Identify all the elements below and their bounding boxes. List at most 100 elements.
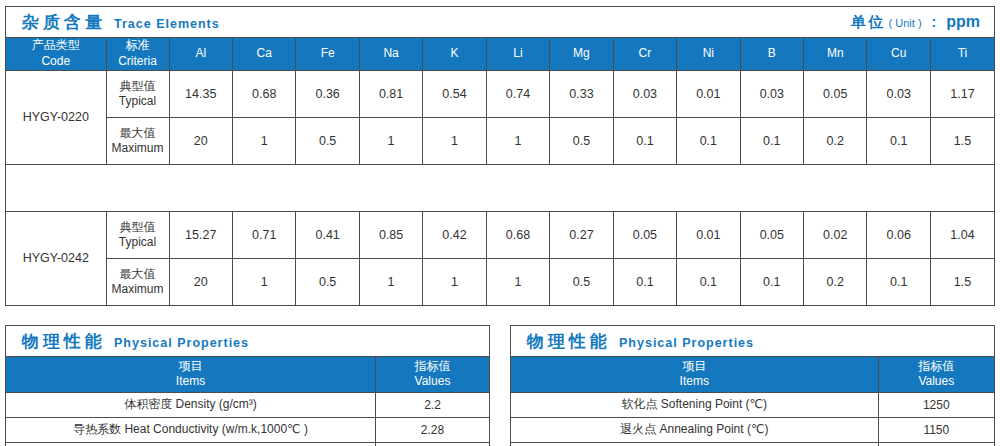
trace-value-cell: 1.5 bbox=[930, 117, 994, 164]
unit-en: ( Unit ) bbox=[889, 17, 922, 29]
table-row: HYGY-0242 典型值 Typical 15.27 0.71 0.41 0.… bbox=[6, 211, 994, 258]
trace-title-en: Trace Elements bbox=[114, 17, 220, 31]
trace-value-cell: 0.03 bbox=[613, 70, 676, 117]
col-header-items-zh: 项目 bbox=[513, 359, 876, 375]
table-row: 热膨胀系数 Coefficient Of Thermal Expansion (… bbox=[6, 442, 489, 446]
trace-value-cell: 1 bbox=[359, 117, 422, 164]
col-header-element-mn: Mn bbox=[804, 38, 867, 70]
trace-value-cell: 0.41 bbox=[296, 211, 359, 258]
trace-header-row: 产品类型 Code 标准 Criteria Al Ca Fe Na K Li M… bbox=[6, 38, 994, 70]
trace-value-cell: 0.42 bbox=[423, 211, 486, 258]
trace-value-cell: 0.5 bbox=[296, 258, 359, 305]
trace-value-cell: 1 bbox=[423, 117, 486, 164]
unit-value: ppm bbox=[946, 13, 980, 31]
physical-right-head: 项目 Items 指标值 Values bbox=[511, 357, 994, 392]
trace-value-cell: 1 bbox=[486, 117, 549, 164]
criteria-cell: 最大值 Maximum bbox=[106, 117, 169, 164]
table-row: 体积密度 Density (g/cm³) 2.2 bbox=[6, 392, 489, 417]
criteria-zh: 典型值 bbox=[109, 220, 167, 235]
trace-value-cell: 0.2 bbox=[804, 117, 867, 164]
criteria-zh: 最大值 bbox=[109, 126, 167, 141]
col-header-items-zh: 项目 bbox=[8, 359, 373, 375]
property-item-cell: 导热系数 Heat Conductivity (w/m.k,1000℃ ) bbox=[6, 417, 375, 442]
trace-value-cell: 0.2 bbox=[804, 258, 867, 305]
physical-right-title-en: Physical Properties bbox=[619, 336, 754, 350]
physical-left-head: 项目 Items 指标值 Values bbox=[6, 357, 489, 392]
trace-value-cell: 1 bbox=[232, 117, 295, 164]
trace-value-cell: 0.27 bbox=[550, 211, 613, 258]
criteria-cell: 典型值 Typical bbox=[106, 211, 169, 258]
unit-zh: 单位 bbox=[851, 13, 887, 32]
col-header-element-fe: Fe bbox=[296, 38, 359, 70]
trace-value-cell: 0.5 bbox=[550, 258, 613, 305]
table-row: HYGY-0220 典型值 Typical 14.35 0.68 0.36 0.… bbox=[6, 70, 994, 117]
trace-title-row: 杂质含量 Trace Elements 单位 ( Unit ) : ppm bbox=[6, 7, 994, 38]
trace-value-cell: 0.1 bbox=[613, 258, 676, 305]
physical-right-title-zh: 物理性能 bbox=[527, 330, 611, 353]
table-row: 应变点 Strain Point(℃) 1110 bbox=[511, 442, 994, 446]
trace-value-cell: 0.74 bbox=[486, 70, 549, 117]
criteria-en: Typical bbox=[109, 235, 167, 250]
col-header-items-en: Items bbox=[8, 374, 373, 390]
group-spacer-row bbox=[6, 164, 994, 211]
col-header-element-al: Al bbox=[169, 38, 232, 70]
physical-right-body: 软化点 Softening Point (℃) 1250 退火点 Anneali… bbox=[511, 392, 994, 446]
page: 杂质含量 Trace Elements 单位 ( Unit ) : ppm 产品… bbox=[0, 0, 1000, 446]
trace-value-cell: 0.05 bbox=[804, 70, 867, 117]
trace-table-body: HYGY-0220 典型值 Typical 14.35 0.68 0.36 0.… bbox=[6, 70, 994, 305]
col-header-values-zh: 指标值 bbox=[881, 359, 992, 375]
physical-properties-right-section: 物理性能 Physical Properties 项目 Items 指标值 Va… bbox=[510, 325, 995, 446]
trace-value-cell: 1 bbox=[423, 258, 486, 305]
trace-value-cell: 0.68 bbox=[486, 211, 549, 258]
trace-value-cell: 0.1 bbox=[867, 117, 930, 164]
trace-elements-section: 杂质含量 Trace Elements 单位 ( Unit ) : ppm 产品… bbox=[5, 6, 995, 306]
table-row: 导热系数 Heat Conductivity (w/m.k,1000℃ ) 2.… bbox=[6, 417, 489, 442]
trace-value-cell: 0.1 bbox=[867, 258, 930, 305]
physical-left-title-en: Physical Properties bbox=[114, 336, 249, 350]
col-header-items: 项目 Items bbox=[511, 357, 878, 392]
col-header-criteria-zh: 标准 bbox=[109, 38, 167, 54]
trace-value-cell: 0.54 bbox=[423, 70, 486, 117]
col-header-items: 项目 Items bbox=[6, 357, 375, 392]
trace-value-cell: 0.1 bbox=[740, 258, 803, 305]
trace-value-cell: 0.85 bbox=[359, 211, 422, 258]
property-value-cell: 5.5x10⁻⁷ bbox=[375, 442, 489, 446]
unit-colon: : bbox=[932, 14, 937, 30]
physical-header-row: 项目 Items 指标值 Values bbox=[511, 357, 994, 392]
col-header-criteria: 标准 Criteria bbox=[106, 38, 169, 70]
product-code-cell: HYGY-0242 bbox=[6, 211, 106, 305]
property-item-cell: 退火点 Annealing Point (℃) bbox=[511, 417, 878, 442]
property-value-cell: 2.2 bbox=[375, 392, 489, 417]
trace-value-cell: 20 bbox=[169, 117, 232, 164]
col-header-values: 指标值 Values bbox=[878, 357, 994, 392]
trace-value-cell: 1.04 bbox=[930, 211, 994, 258]
col-header-criteria-en: Criteria bbox=[109, 54, 167, 70]
col-header-element-cr: Cr bbox=[613, 38, 676, 70]
trace-value-cell: 14.35 bbox=[169, 70, 232, 117]
criteria-en: Typical bbox=[109, 94, 167, 109]
criteria-zh: 最大值 bbox=[109, 267, 167, 282]
table-row: 最大值 Maximum 20 1 0.5 1 1 1 0.5 0.1 0.1 0… bbox=[6, 258, 994, 305]
physical-left-table: 项目 Items 指标值 Values 体积密度 Density (g/cm³)… bbox=[6, 357, 489, 446]
trace-value-cell: 0.1 bbox=[613, 117, 676, 164]
trace-value-cell: 0.1 bbox=[677, 117, 740, 164]
trace-value-cell: 1 bbox=[359, 258, 422, 305]
property-value-cell: 1150 bbox=[878, 417, 994, 442]
trace-value-cell: 0.01 bbox=[677, 211, 740, 258]
physical-header-row: 项目 Items 指标值 Values bbox=[6, 357, 489, 392]
trace-value-cell: 0.81 bbox=[359, 70, 422, 117]
physical-right-table: 项目 Items 指标值 Values 软化点 Softening Point … bbox=[511, 357, 994, 446]
trace-value-cell: 0.5 bbox=[550, 117, 613, 164]
criteria-en: Maximum bbox=[109, 282, 167, 297]
trace-value-cell: 0.5 bbox=[296, 117, 359, 164]
trace-value-cell: 1 bbox=[486, 258, 549, 305]
col-header-values-zh: 指标值 bbox=[378, 359, 487, 375]
physical-properties-left-section: 物理性能 Physical Properties 项目 Items 指标值 Va… bbox=[5, 325, 490, 446]
property-value-cell: 2.28 bbox=[375, 417, 489, 442]
trace-title: 杂质含量 Trace Elements bbox=[22, 11, 220, 34]
physical-right-title: 物理性能 Physical Properties bbox=[527, 330, 754, 353]
physical-left-title-zh: 物理性能 bbox=[22, 330, 106, 353]
table-row: 退火点 Annealing Point (℃) 1150 bbox=[511, 417, 994, 442]
criteria-en: Maximum bbox=[109, 141, 167, 156]
col-header-values-en: Values bbox=[378, 374, 487, 390]
